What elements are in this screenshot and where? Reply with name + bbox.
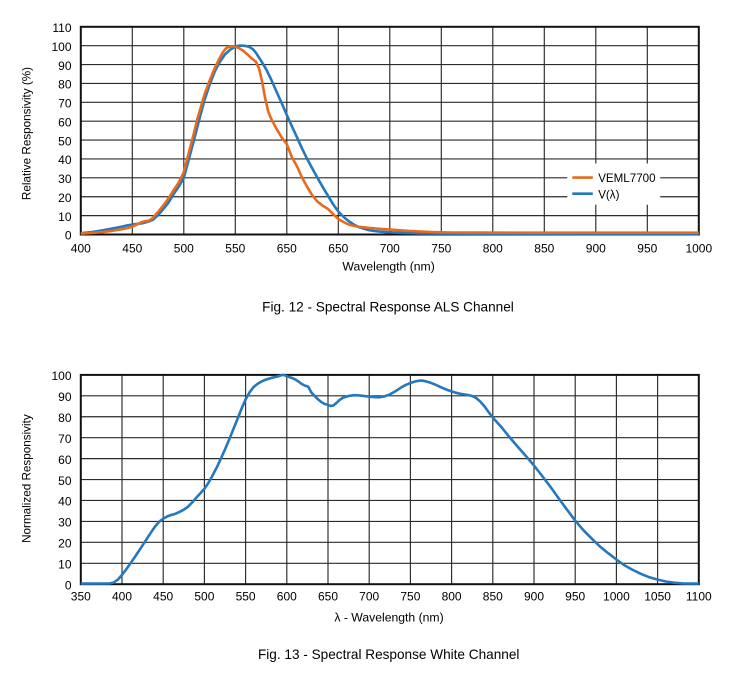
svg-text:Relative Responsivity (%): Relative Responsivity (%) — [21, 67, 34, 200]
svg-text:750: 750 — [431, 242, 451, 256]
svg-text:900: 900 — [524, 589, 544, 603]
svg-text:V(λ): V(λ) — [598, 188, 619, 201]
svg-text:650: 650 — [318, 589, 338, 603]
svg-text:800: 800 — [442, 589, 462, 603]
svg-text:1000: 1000 — [685, 242, 712, 256]
svg-text:100: 100 — [51, 40, 71, 54]
svg-text:70: 70 — [58, 97, 72, 111]
svg-text:550: 550 — [236, 589, 256, 603]
svg-text:400: 400 — [112, 589, 132, 603]
svg-text:850: 850 — [534, 242, 554, 256]
svg-text:20: 20 — [58, 537, 72, 551]
svg-text:110: 110 — [52, 21, 71, 35]
svg-text:50: 50 — [58, 134, 72, 148]
svg-text:550: 550 — [225, 242, 245, 256]
svg-text:10: 10 — [58, 558, 72, 572]
svg-text:0: 0 — [65, 578, 72, 592]
svg-text:400: 400 — [71, 242, 91, 256]
svg-text:700: 700 — [380, 242, 400, 256]
svg-text:850: 850 — [483, 589, 503, 603]
svg-text:950: 950 — [637, 242, 657, 256]
svg-text:650: 650 — [328, 242, 348, 256]
svg-text:50: 50 — [58, 474, 72, 488]
svg-text:90: 90 — [58, 390, 72, 404]
svg-text:10: 10 — [58, 210, 72, 224]
svg-text:90: 90 — [58, 59, 72, 73]
svg-text:λ - Wavelength (nm): λ - Wavelength (nm) — [334, 610, 443, 624]
svg-text:60: 60 — [58, 115, 72, 129]
svg-text:30: 30 — [58, 516, 72, 530]
svg-text:1000: 1000 — [603, 589, 630, 603]
svg-text:70: 70 — [58, 432, 72, 446]
svg-text:450: 450 — [153, 589, 173, 603]
svg-text:40: 40 — [58, 153, 72, 167]
svg-text:500: 500 — [174, 242, 194, 256]
svg-text:60: 60 — [58, 453, 72, 467]
svg-text:Wavelength (nm): Wavelength (nm) — [342, 260, 434, 274]
svg-text:450: 450 — [122, 242, 142, 256]
svg-text:30: 30 — [58, 172, 72, 186]
svg-text:100: 100 — [51, 369, 71, 383]
svg-text:80: 80 — [58, 78, 72, 92]
svg-text:600: 600 — [277, 589, 297, 603]
svg-text:Fig. 13 - Spectral Response Wh: Fig. 13 - Spectral Response White Channe… — [258, 647, 519, 662]
svg-text:750: 750 — [400, 589, 420, 603]
svg-text:80: 80 — [58, 411, 72, 425]
svg-text:Normalized Responsivity: Normalized Responsivity — [21, 414, 34, 543]
svg-text:1100: 1100 — [686, 589, 712, 603]
svg-text:40: 40 — [58, 495, 72, 509]
svg-text:20: 20 — [58, 191, 72, 205]
svg-text:1050: 1050 — [644, 589, 671, 603]
svg-text:350: 350 — [71, 589, 91, 603]
svg-text:800: 800 — [483, 242, 503, 256]
svg-text:700: 700 — [359, 589, 379, 603]
svg-text:900: 900 — [586, 242, 606, 256]
svg-text:500: 500 — [194, 589, 214, 603]
svg-text:650: 650 — [277, 242, 297, 256]
svg-text:VEML7700: VEML7700 — [598, 172, 655, 185]
svg-text:Fig. 12 - Spectral Response AL: Fig. 12 - Spectral Response ALS Channel — [262, 300, 514, 315]
svg-text:950: 950 — [565, 589, 585, 603]
svg-text:0: 0 — [65, 229, 72, 243]
